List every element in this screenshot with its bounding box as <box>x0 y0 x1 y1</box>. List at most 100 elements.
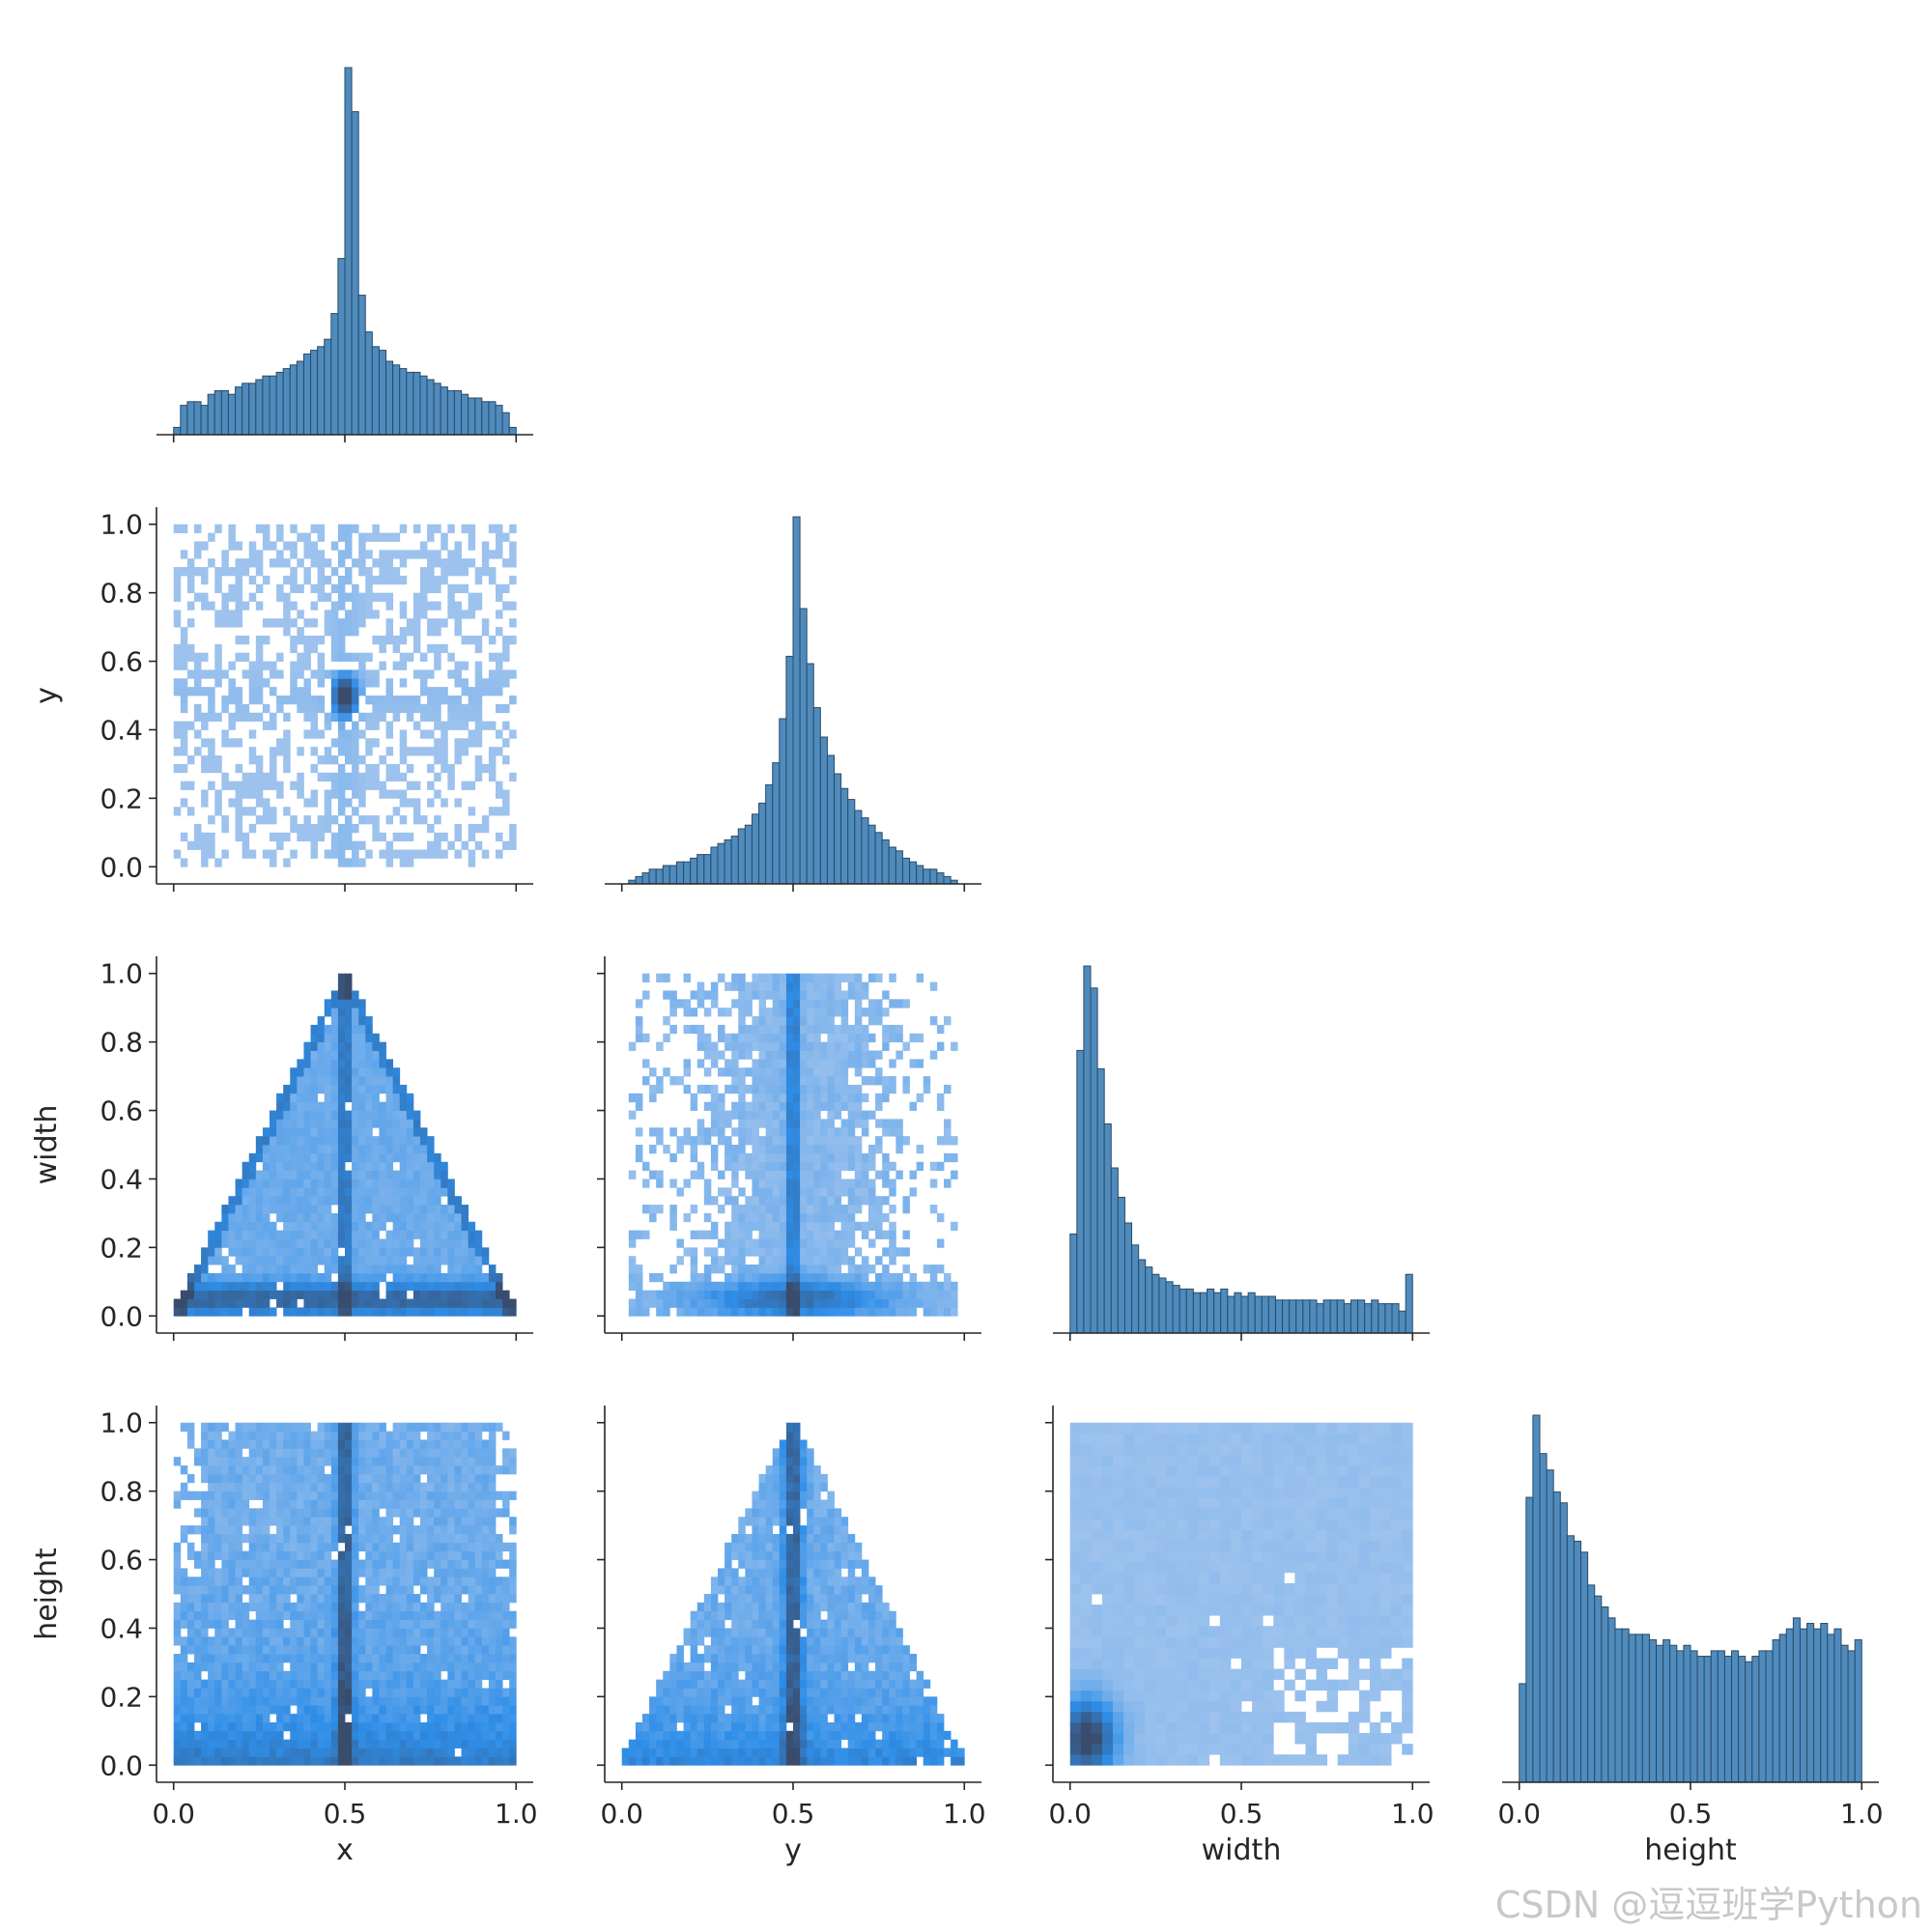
heatmap-cell <box>235 1602 243 1612</box>
heatmap-cell <box>255 815 264 825</box>
heatmap-cell <box>310 1756 319 1766</box>
heatmap-cell <box>228 678 236 688</box>
heatmap-cell <box>345 1559 353 1569</box>
heatmap-cell <box>352 1602 359 1612</box>
heatmap-cell <box>270 1705 277 1715</box>
heatmap-cell <box>324 1654 332 1663</box>
heatmap-cell <box>752 1161 759 1171</box>
heatmap-cell <box>427 1212 435 1223</box>
heatmap-cell <box>352 1093 359 1103</box>
heatmap-cell <box>324 1024 332 1035</box>
heatmap-cell <box>345 550 353 559</box>
heatmap-cell <box>201 1307 209 1317</box>
heatmap-cell <box>242 781 250 790</box>
heatmap-cell <box>324 1196 332 1206</box>
heatmap-cell <box>895 1247 903 1257</box>
heatmap-cell <box>392 1212 401 1223</box>
heatmap-cell <box>385 721 394 730</box>
heatmap-cell <box>208 1610 215 1620</box>
heatmap-cell <box>447 1577 455 1586</box>
heatmap-cell <box>270 763 277 774</box>
heatmap-cell <box>262 1422 270 1432</box>
heatmap-cell <box>358 1152 366 1163</box>
heatmap-cell <box>352 1264 359 1274</box>
heatmap-cell <box>496 1307 503 1317</box>
hist-bar <box>186 401 195 436</box>
heatmap-cell <box>358 1756 366 1766</box>
heatmap-cell <box>793 1212 801 1223</box>
heatmap-cell <box>290 1221 298 1232</box>
heatmap-cell <box>379 832 386 842</box>
heatmap-cell <box>310 1067 319 1077</box>
heatmap-cell <box>710 1307 719 1317</box>
heatmap-cell <box>303 1238 311 1248</box>
heatmap-cell <box>276 1610 284 1620</box>
hist-bar <box>1384 1303 1393 1334</box>
heatmap-cell <box>454 1422 462 1432</box>
heatmap-cell <box>330 1179 339 1188</box>
heatmap-cell <box>365 669 373 679</box>
heatmap-cell <box>221 1714 229 1723</box>
heatmap-cell <box>330 1050 339 1060</box>
heatmap-cell <box>235 823 243 834</box>
heatmap-cell <box>488 1290 497 1299</box>
heatmap-cell <box>330 1559 339 1569</box>
hist-bar <box>180 405 188 436</box>
hist-bar <box>1343 1303 1351 1334</box>
heatmap-cell <box>221 1559 229 1569</box>
heatmap-cell <box>242 1705 250 1715</box>
heatmap-cell <box>317 1473 326 1484</box>
heatmap-cell <box>861 981 869 991</box>
heatmap-cell <box>412 1145 421 1154</box>
heatmap-cell <box>434 815 441 825</box>
heatmap-cell <box>861 1119 869 1128</box>
heatmap-cell <box>228 1212 236 1223</box>
heatmap-cell <box>358 1212 366 1223</box>
heatmap-cell <box>297 1730 304 1741</box>
heatmap-cell <box>461 1256 469 1265</box>
heatmap-cell <box>248 661 257 670</box>
heatmap-cell <box>242 1619 250 1629</box>
heatmap-cell <box>807 1127 814 1137</box>
heatmap-cell <box>454 1721 462 1732</box>
heatmap-cell <box>718 1187 725 1197</box>
heatmap-cell <box>447 1568 455 1577</box>
heatmap-cell <box>358 1730 366 1741</box>
heatmap-cell <box>745 1101 753 1111</box>
heatmap-cell <box>352 1290 359 1299</box>
heatmap-cell <box>488 669 497 679</box>
heatmap-cell <box>365 1628 373 1637</box>
hist-bar <box>929 868 938 885</box>
hist-bar <box>468 397 476 436</box>
heatmap-cell <box>399 601 408 611</box>
heatmap-cell <box>324 1670 332 1681</box>
heatmap-cell <box>173 1747 182 1757</box>
heatmap-cell <box>214 1602 222 1612</box>
heatmap-cell <box>337 1110 346 1120</box>
heatmap-cell <box>235 798 243 808</box>
heatmap-cell <box>785 1221 794 1232</box>
heatmap-cell <box>242 1636 250 1646</box>
hist-bar <box>744 824 753 885</box>
heatmap-cell <box>399 1264 408 1274</box>
heatmap-cell <box>270 1110 277 1120</box>
heatmap-cell <box>738 1247 746 1257</box>
heatmap-cell <box>365 1093 373 1103</box>
heatmap-cell <box>365 1473 373 1484</box>
heatmap-cell <box>696 1136 705 1146</box>
hist-bar <box>1717 1650 1725 1783</box>
heatmap-cell <box>173 1585 182 1595</box>
heatmap-cell <box>496 652 503 662</box>
heatmap-cell <box>248 1256 257 1265</box>
heatmap-cell <box>345 1756 353 1766</box>
heatmap-cell <box>345 1431 353 1440</box>
heatmap-cell <box>372 1084 380 1094</box>
heatmap-cell <box>352 1619 359 1629</box>
heatmap-cell <box>765 1307 774 1317</box>
heatmap-cell <box>427 1679 435 1689</box>
heatmap-cell <box>352 1272 359 1283</box>
heatmap-cell <box>180 832 188 842</box>
heatmap-cell <box>365 1594 373 1604</box>
heatmap-cell <box>840 1161 849 1171</box>
heatmap-cell <box>399 1721 408 1732</box>
